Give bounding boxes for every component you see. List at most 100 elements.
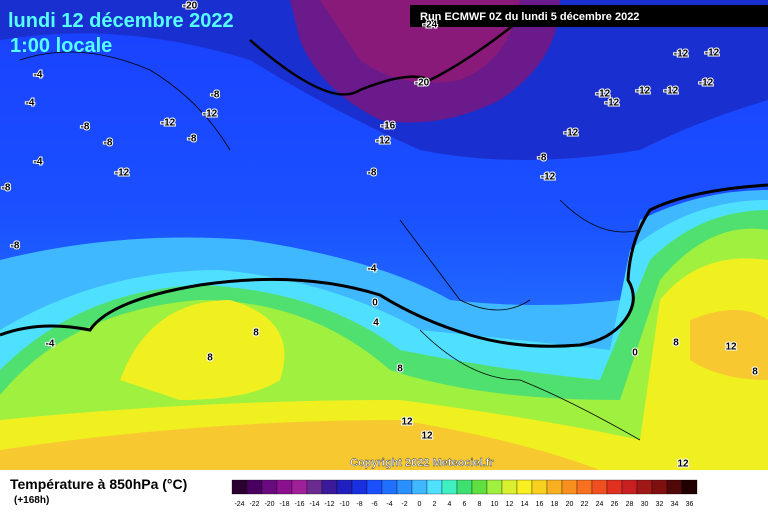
contour-label: -8	[188, 134, 197, 145]
contour-label: -12	[636, 86, 651, 97]
scale-label: 12	[506, 501, 514, 508]
scale-swatch	[351, 479, 368, 495]
contour-label: -12	[705, 48, 720, 59]
scale-label: 16	[536, 501, 544, 508]
scale-label: 26	[611, 501, 619, 508]
scale-swatch	[636, 479, 653, 495]
contour-label: -12	[115, 168, 130, 179]
scale-swatch	[681, 479, 698, 495]
scale-swatch	[231, 479, 248, 495]
contour-label: 8	[752, 367, 758, 378]
scale-swatch	[651, 479, 668, 495]
scale-label: 2	[433, 501, 437, 508]
contour-label: -12	[699, 78, 714, 89]
scale-swatch	[291, 479, 308, 495]
contour-label: -4	[34, 70, 43, 81]
contour-label: -24	[423, 20, 438, 31]
color-scale: -24 -22 -20 -18 -16 -14 -12 -10 -8 -6 -4 -2 0 2 4 6 8 10 1…	[231, 479, 698, 508]
scale-swatch	[606, 479, 623, 495]
scale-label: -4	[386, 501, 392, 508]
scale-label: -8	[356, 501, 362, 508]
scale-label: 34	[671, 501, 679, 508]
scale-swatch	[276, 479, 293, 495]
scale-label: 6	[463, 501, 467, 508]
contour-label: -8	[211, 90, 220, 101]
contour-label: -20	[183, 1, 198, 12]
scale-label: 14	[521, 501, 529, 508]
scale-swatch	[396, 479, 413, 495]
scale-label: -12	[324, 501, 334, 508]
scale-label: -24	[234, 501, 244, 508]
run-info: Run ECMWF 0Z du lundi 5 décembre 2022	[420, 11, 639, 23]
contour-label: -12	[674, 49, 689, 60]
contour-label: 0	[372, 298, 378, 309]
contour-label: 4	[373, 318, 379, 329]
copyright: Copyright 2022 Meteociel.fr	[350, 457, 494, 469]
scale-label: -18	[279, 501, 289, 508]
scale-swatch	[666, 479, 683, 495]
contour-label: -4	[368, 264, 377, 275]
contour-label: -4	[46, 339, 55, 350]
scale-swatch	[471, 479, 488, 495]
contour-label: 12	[725, 342, 737, 353]
scale-swatch	[486, 479, 503, 495]
contour-label: -16	[381, 121, 396, 132]
scale-label: -22	[249, 501, 259, 508]
scale-label: 0	[418, 501, 422, 508]
contour-label: -4	[34, 157, 43, 168]
scale-label: 18	[551, 501, 559, 508]
scale-label: -16	[294, 501, 304, 508]
scale-swatch	[411, 479, 428, 495]
contour-label: -4	[26, 98, 35, 109]
scale-label: 32	[656, 501, 664, 508]
band-12	[0, 310, 768, 470]
scale-label: -10	[339, 501, 349, 508]
scale-swatch	[561, 479, 578, 495]
scale-swatch	[531, 479, 548, 495]
scale-swatch	[336, 479, 353, 495]
scale-swatch	[321, 479, 338, 495]
contour-label: 12	[677, 459, 689, 470]
forecast-date: lundi 12 décembre 2022	[8, 10, 234, 32]
footer-title: Température à 850hPa (°C)	[10, 476, 187, 492]
scale-swatch	[576, 479, 593, 495]
scale-swatch	[441, 479, 458, 495]
contour-label: -12	[203, 109, 218, 120]
contour-label: -8	[2, 183, 11, 194]
scale-label: 24	[596, 501, 604, 508]
scale-label: 28	[626, 501, 634, 508]
contour-label: -12	[376, 136, 391, 147]
contour-label: -12	[596, 89, 611, 100]
band-10	[0, 258, 768, 470]
minus20-isotherm	[249, 19, 521, 96]
scale-label: -2	[401, 501, 407, 508]
scale-swatch	[306, 479, 323, 495]
contour-label: -12	[605, 98, 620, 109]
contour-label: 12	[401, 417, 413, 428]
scale-swatch	[381, 479, 398, 495]
scale-swatch	[246, 479, 263, 495]
contour-label: 8	[207, 353, 213, 364]
scale-label: -6	[371, 501, 377, 508]
coastline	[19, 51, 641, 441]
scale-label: 20	[566, 501, 574, 508]
contour-label: -8	[538, 153, 547, 164]
contour-label: -12	[541, 172, 556, 183]
scale-swatch	[546, 479, 563, 495]
scale-swatch	[591, 479, 608, 495]
scale-label: 22	[581, 501, 589, 508]
contour-label: -8	[81, 122, 90, 133]
contour-label: 8	[397, 364, 403, 375]
scale-swatch	[426, 479, 443, 495]
scale-swatch	[621, 479, 638, 495]
contour-label: 0	[632, 348, 638, 359]
scale-label: 36	[686, 501, 694, 508]
scale-label: -14	[309, 501, 319, 508]
scale-label: 30	[641, 501, 649, 508]
contour-label: -8	[368, 168, 377, 179]
scale-label: 4	[448, 501, 452, 508]
contour-label: 8	[673, 338, 679, 349]
forecast-time: 1:00 locale	[10, 35, 112, 57]
